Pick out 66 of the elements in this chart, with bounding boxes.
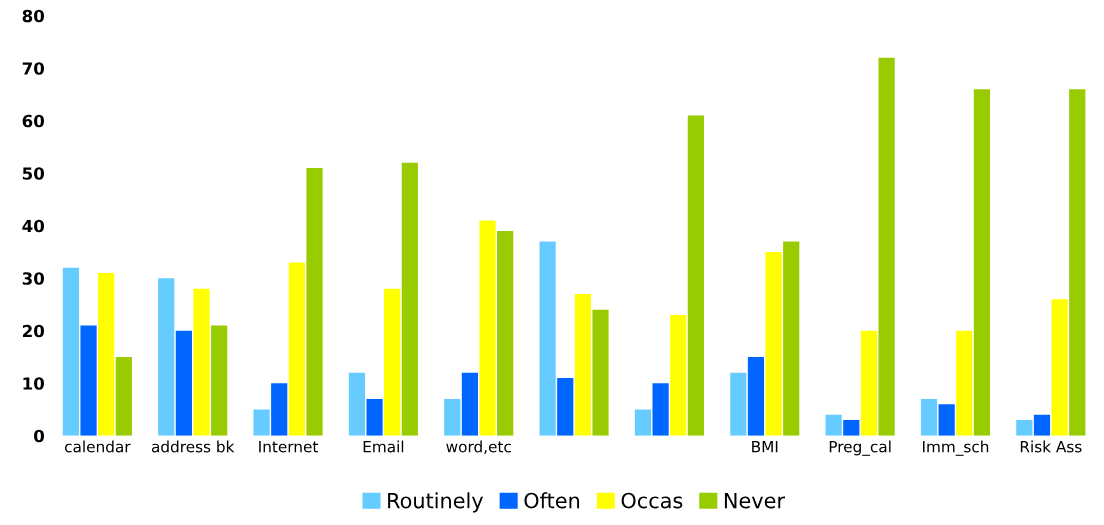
bar xyxy=(1016,420,1033,436)
bar xyxy=(634,409,652,436)
bar xyxy=(765,252,782,436)
bar xyxy=(920,399,938,436)
bar xyxy=(175,330,192,436)
bar xyxy=(938,404,955,436)
x-tick-label: word,etc xyxy=(446,440,511,454)
bar xyxy=(497,231,514,436)
bar xyxy=(592,309,609,436)
y-tick-label: 70 xyxy=(22,62,45,75)
bar xyxy=(211,325,228,436)
y-tick-label: 20 xyxy=(22,324,45,338)
bar xyxy=(271,383,288,436)
bar xyxy=(115,357,132,436)
bar xyxy=(557,378,574,436)
bar xyxy=(288,262,305,436)
legend-label: Occas xyxy=(621,492,683,509)
bar xyxy=(384,288,401,436)
bar xyxy=(1069,89,1086,436)
bar xyxy=(687,115,704,436)
x-tick-label: BMI xyxy=(752,441,778,453)
x-tick-label: Email xyxy=(363,440,404,453)
y-tick-label: 80 xyxy=(22,9,45,23)
legend-label: Routinely xyxy=(388,492,484,513)
bar xyxy=(878,57,895,436)
bar xyxy=(401,162,418,436)
y-tick-label: 50 xyxy=(22,167,45,180)
bar xyxy=(730,372,747,436)
bar xyxy=(253,409,270,436)
x-tick-label: Internet xyxy=(259,441,319,453)
bar xyxy=(158,278,175,436)
bar xyxy=(98,273,115,436)
bar xyxy=(444,399,461,436)
x-tick-label: Risk Ass xyxy=(1020,440,1082,453)
bar xyxy=(62,267,79,436)
bar xyxy=(193,288,210,436)
bar xyxy=(747,357,765,436)
bar xyxy=(973,89,991,436)
bar xyxy=(956,330,973,436)
y-tick-label: 40 xyxy=(22,219,45,233)
bar xyxy=(461,372,479,436)
bar xyxy=(783,241,800,436)
bar xyxy=(366,399,383,436)
legend-label: Often xyxy=(524,492,580,509)
y-tick-label: 10 xyxy=(23,377,45,390)
bar xyxy=(843,420,860,436)
y-tick-label: 30 xyxy=(22,272,45,285)
bar xyxy=(652,383,669,436)
bar xyxy=(348,372,366,436)
bar xyxy=(1033,414,1051,436)
bar xyxy=(306,168,323,436)
bar xyxy=(479,220,496,436)
bar xyxy=(825,414,842,436)
bar xyxy=(860,330,878,436)
bar xyxy=(670,315,687,436)
bar xyxy=(1051,299,1068,436)
x-tick-label: Preg_cal xyxy=(829,440,891,456)
legend-label: Never xyxy=(724,492,785,509)
x-tick-label: Imm_sch xyxy=(922,440,989,456)
y-tick-label: 0 xyxy=(34,429,45,443)
bar xyxy=(80,325,97,436)
y-tick-label: 60 xyxy=(22,114,45,128)
bar xyxy=(539,241,556,436)
x-tick-label: calendar xyxy=(64,440,131,453)
bar xyxy=(574,294,591,436)
x-tick-label: address bk xyxy=(151,440,235,453)
